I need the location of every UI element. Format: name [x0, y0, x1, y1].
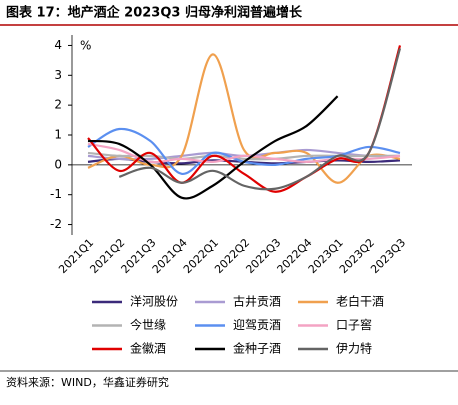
legend-label: 金种子酒	[233, 341, 281, 356]
y-tick-label: -2	[50, 217, 62, 231]
y-tick-label: 0	[54, 157, 62, 171]
chart-title: 图表 17：地产酒企 2023Q3 归母净利润普遍增长	[6, 5, 303, 21]
unit-label: %	[80, 39, 91, 53]
source: 资料来源：WIND，华鑫证券研究	[6, 375, 169, 389]
legend-label: 老白干酒	[336, 294, 384, 309]
legend-label: 今世缘	[130, 317, 166, 332]
series-line	[87, 53, 401, 184]
legend-label: 口子窖	[336, 317, 372, 332]
legend-label: 古井贡酒	[233, 294, 281, 309]
legend-label: 金徽酒	[130, 341, 166, 356]
y-tick-label: 1	[54, 128, 62, 142]
legend-label: 洋河股份	[130, 294, 178, 309]
y-tick-label: 2	[54, 98, 62, 112]
legend-label: 伊力特	[336, 341, 372, 356]
series-line	[118, 48, 402, 191]
y-tick-label: 3	[54, 68, 62, 82]
legend-label: 迎驾贡酒	[233, 318, 281, 332]
y-tick-label: 4	[54, 38, 62, 52]
series-line	[87, 45, 402, 193]
x-tick-label: 2023Q3	[368, 236, 408, 276]
series-line	[87, 95, 339, 200]
y-tick-label: -1	[50, 187, 62, 201]
